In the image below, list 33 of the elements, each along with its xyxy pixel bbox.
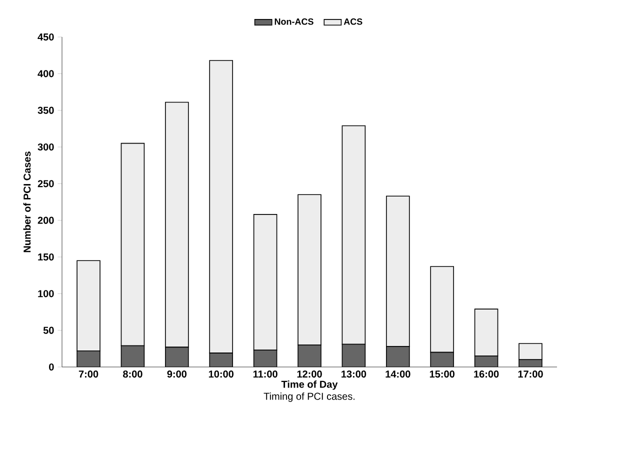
bar xyxy=(253,350,278,367)
x-tick-label: 14:00 xyxy=(386,370,410,378)
x-axis-title: Time of Day xyxy=(281,380,338,390)
y-tick-label: 300 xyxy=(38,143,54,151)
bar xyxy=(165,346,189,367)
y-tick-label: 50 xyxy=(43,326,54,334)
bar xyxy=(430,352,454,367)
y-tick-label: 200 xyxy=(38,216,54,224)
legend-label: ACS xyxy=(344,18,362,25)
bar xyxy=(386,346,410,367)
bar xyxy=(120,345,145,367)
legend-label: Non-ACS xyxy=(274,18,314,25)
x-tick-label: 11:00 xyxy=(253,370,278,378)
bar xyxy=(298,344,322,367)
x-tick-label: 8:00 xyxy=(123,370,142,378)
x-tick-label: 9:00 xyxy=(167,370,187,378)
y-tick-label: 350 xyxy=(38,106,54,114)
text: Timing of PCI cases. xyxy=(264,392,355,402)
y-tick-label: 0 xyxy=(49,363,54,371)
x-tick-label: 7:00 xyxy=(78,370,98,378)
y-tick-label: 450 xyxy=(38,33,54,41)
x-tick-label: 17:00 xyxy=(518,370,543,378)
x-tick-label: 12:00 xyxy=(297,370,322,378)
y-tick-label: 250 xyxy=(38,180,54,188)
x-tick-label: 10:00 xyxy=(208,370,234,378)
x-tick-label: 13:00 xyxy=(342,370,366,378)
y-tick-label: 150 xyxy=(38,253,54,261)
x-tick-label: 15:00 xyxy=(430,370,454,378)
y-tick-label: 400 xyxy=(38,70,54,78)
y-axis-title: Number of PCI Cases xyxy=(23,152,31,252)
bar xyxy=(342,344,366,367)
x-tick-label: 16:00 xyxy=(474,370,499,378)
y-tick-label: 100 xyxy=(38,290,54,298)
